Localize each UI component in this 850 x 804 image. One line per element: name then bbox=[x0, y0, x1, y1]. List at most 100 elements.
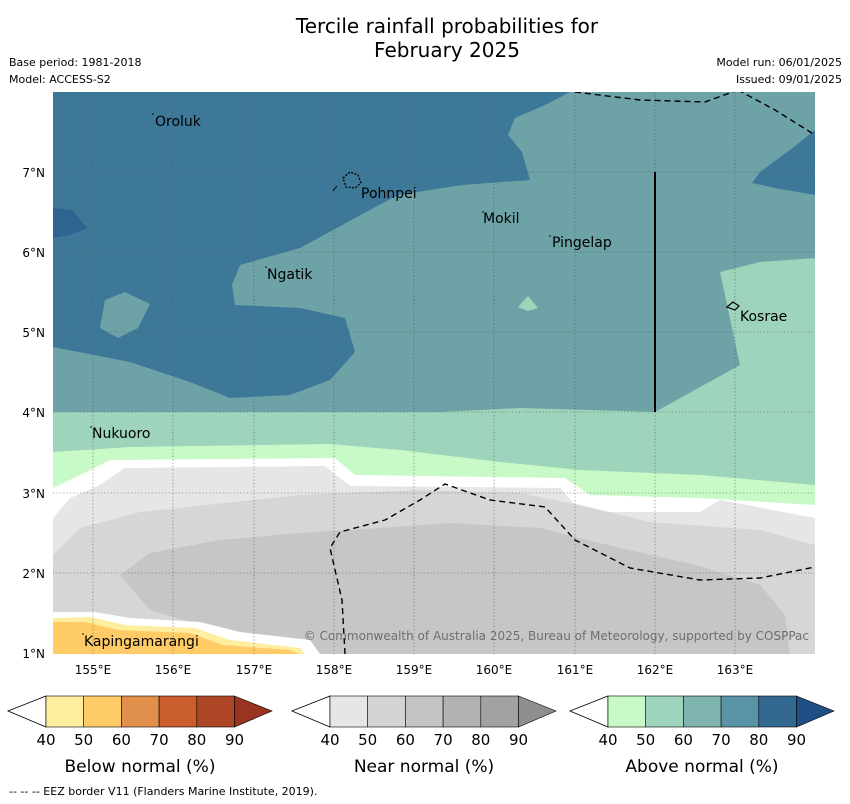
pohnpei-outline bbox=[342, 171, 362, 189]
lat-axis: 7°N 6°N 5°N 4°N 3°N 2°N 1°N bbox=[22, 166, 45, 661]
eez-borders bbox=[329, 92, 815, 654]
legend-tick: 50 bbox=[636, 731, 655, 749]
legend-swatch bbox=[121, 695, 160, 728]
place-label: Kapingamarangi bbox=[84, 634, 199, 650]
title-line-1: Tercile rainfall probabilities for bbox=[295, 14, 599, 38]
lat-tick: 7°N bbox=[22, 166, 45, 180]
kosrae-outline bbox=[725, 301, 740, 311]
legend-high-arrow bbox=[796, 695, 835, 728]
place-label: Nukuoro bbox=[92, 426, 150, 442]
legend-tick: 60 bbox=[674, 731, 693, 749]
legend-tick: 50 bbox=[74, 731, 93, 749]
legend-swatch bbox=[367, 695, 406, 728]
zone-above-50-patch bbox=[518, 296, 538, 311]
legend-title: Near normal (%) bbox=[354, 757, 494, 777]
place-label: Oroluk bbox=[155, 114, 202, 130]
oroluk-dot bbox=[152, 113, 154, 115]
lat-tick: 1°N bbox=[22, 647, 45, 661]
legend-tick: 80 bbox=[749, 731, 768, 749]
legend-swatch bbox=[442, 695, 482, 728]
legend-swatch bbox=[607, 695, 647, 728]
legend-tick: 70 bbox=[150, 731, 169, 749]
lon-tick: 156°E bbox=[155, 663, 192, 677]
legend-tick: 70 bbox=[434, 731, 453, 749]
zone-above-60-patch bbox=[100, 292, 150, 338]
legend-swatch bbox=[683, 695, 722, 728]
legend-swatch bbox=[645, 695, 684, 728]
lon-tick: 161°E bbox=[557, 663, 594, 677]
legend-tick: 90 bbox=[225, 731, 244, 749]
lon-tick: 159°E bbox=[396, 663, 433, 677]
zone-near-60 bbox=[120, 523, 790, 654]
gridlines bbox=[53, 92, 815, 654]
place-label: Mokil bbox=[483, 211, 520, 227]
lon-axis: 155°E 156°E 157°E 158°E 159°E 160°E 161°… bbox=[75, 663, 754, 677]
legend-high-arrow bbox=[518, 695, 557, 728]
legend-tick: 90 bbox=[787, 731, 806, 749]
legend-tick: 90 bbox=[509, 731, 528, 749]
legend-above-normal: 40 50 60 70 80 90 Above normal (%) bbox=[568, 695, 835, 777]
model-run: Model run: 06/01/2025 bbox=[716, 56, 842, 69]
ngatik-dot bbox=[265, 266, 267, 268]
lon-tick: 158°E bbox=[316, 663, 353, 677]
map-area: Oroluk Pohnpei Mokil Pingelap Ngatik Kos… bbox=[53, 92, 815, 654]
model-name: Model: ACCESS-S2 bbox=[9, 73, 111, 86]
legend-swatch bbox=[45, 695, 85, 728]
legend-swatch bbox=[480, 695, 519, 728]
legend-tick: 40 bbox=[320, 731, 339, 749]
lat-tick: 2°N bbox=[22, 567, 45, 581]
legend-low-arrow bbox=[6, 695, 47, 728]
legend-title: Below normal (%) bbox=[65, 757, 216, 777]
lat-tick: 4°N bbox=[22, 406, 45, 420]
legend-swatch bbox=[720, 695, 760, 728]
map-title: Tercile rainfall probabilities for Febru… bbox=[0, 14, 850, 62]
meta-left: Base period: 1981-2018 Model: ACCESS-S2 bbox=[9, 54, 141, 88]
meta-right: Model run: 06/01/2025 Issued: 09/01/2025 bbox=[716, 54, 842, 88]
legend-tick: 40 bbox=[598, 731, 617, 749]
legend-swatch bbox=[329, 695, 369, 728]
zone-below-50 bbox=[53, 622, 300, 654]
legend-tick: 50 bbox=[358, 731, 377, 749]
legend-swatch bbox=[758, 695, 797, 728]
issued-date: Issued: 09/01/2025 bbox=[735, 73, 842, 86]
mokil-dot bbox=[482, 211, 484, 213]
eez-footnote: -- -- -- EEZ border V11 (Flanders Marine… bbox=[9, 785, 318, 798]
legend-low-arrow bbox=[568, 695, 609, 728]
legend-swatch bbox=[83, 695, 122, 728]
pohnpei-mark bbox=[332, 185, 338, 192]
zone-above-80-spot bbox=[53, 208, 87, 238]
lon-tick: 157°E bbox=[236, 663, 273, 677]
lon-tick: 163°E bbox=[717, 663, 754, 677]
nukuoro-dot bbox=[90, 426, 92, 428]
lon-tick: 155°E bbox=[75, 663, 112, 677]
legend-below-normal: 40 50 60 70 80 90 Below normal (%) bbox=[6, 695, 273, 777]
base-period: Base period: 1981-2018 bbox=[9, 56, 142, 69]
lat-tick: 5°N bbox=[22, 326, 45, 340]
legend-near-normal: 40 50 60 70 80 90 Near normal (%) bbox=[290, 695, 557, 777]
legend-high-arrow bbox=[234, 695, 273, 728]
legend-swatch bbox=[405, 695, 444, 728]
kapingamarangi-dot bbox=[82, 633, 84, 635]
lon-tick: 162°E bbox=[637, 663, 674, 677]
pingelap-dot bbox=[549, 235, 551, 237]
legend-tick: 70 bbox=[712, 731, 731, 749]
lat-tick: 6°N bbox=[22, 246, 45, 260]
legend-tick: 60 bbox=[112, 731, 131, 749]
copyright-notice: © Commonwealth of Australia 2025, Bureau… bbox=[304, 629, 809, 643]
legend-swatch bbox=[196, 695, 235, 728]
lon-tick: 160°E bbox=[476, 663, 513, 677]
place-label: Pohnpei bbox=[361, 186, 417, 202]
place-label: Pingelap bbox=[552, 235, 612, 251]
place-label: Kosrae bbox=[740, 309, 787, 325]
legend-tick: 80 bbox=[187, 731, 206, 749]
legend-tick: 80 bbox=[471, 731, 490, 749]
legend-tick: 40 bbox=[36, 731, 55, 749]
zone-above-70-east bbox=[752, 130, 815, 195]
zone-above-70-north bbox=[53, 92, 570, 398]
legend-low-arrow bbox=[290, 695, 331, 728]
legend-tick: 60 bbox=[396, 731, 415, 749]
legend-swatch bbox=[158, 695, 198, 728]
legend-title: Above normal (%) bbox=[625, 757, 778, 777]
place-label: Ngatik bbox=[267, 267, 313, 283]
